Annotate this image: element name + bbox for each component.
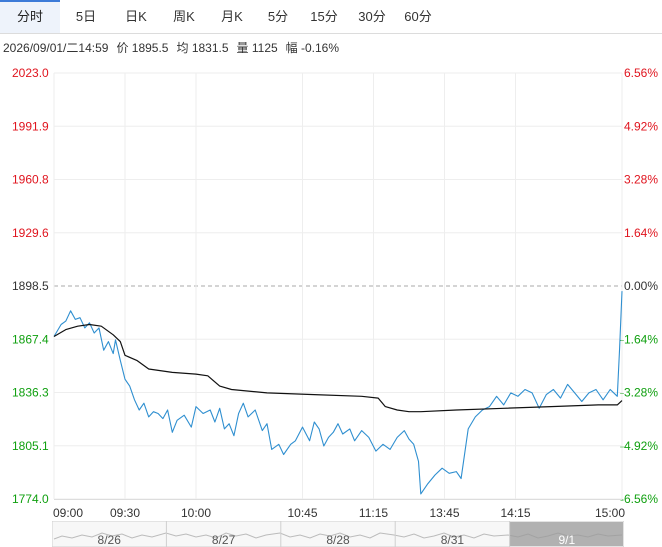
navigator-day-label: 8/27 (212, 533, 236, 547)
avg-price-value: 均 1831.5 (176, 41, 229, 55)
price-line (53, 291, 623, 495)
period-tabs: 分时 5日 日K 周K 月K 5分 15分 30分 60分 (0, 0, 662, 34)
tab-8[interactable]: 60分 (404, 9, 432, 24)
tab-5[interactable]: 5分 (267, 9, 289, 24)
navigator-day-label: 8/31 (441, 533, 465, 547)
pct-tick-label: -4.92% (620, 439, 658, 453)
x-tick-label: 09:30 (110, 506, 140, 520)
tab-3[interactable]: 周K (173, 9, 195, 24)
change-pct-value: 幅 -0.16% (285, 41, 340, 55)
x-tick-label: 14:15 (500, 506, 530, 520)
price-value: 价 1895.5 (116, 41, 169, 55)
date-range-navigator[interactable]: 8/26 8/27 8/28 8/31 9/1 (52, 521, 624, 547)
quote-info-bar: 2026/09/01/二14:59 价 1895.5 均 1831.5 量 1125 幅… (3, 39, 347, 56)
y-tick-label: 1805.1 (12, 439, 49, 453)
pct-tick-label: -3.28% (620, 386, 658, 400)
pct-tick-label: 3.28% (624, 173, 658, 187)
x-tick-label: 11:15 (359, 506, 388, 520)
x-tick-label: 13:45 (429, 506, 459, 520)
y-tick-label: 1836.3 (12, 386, 49, 400)
tab-7[interactable]: 30分 (358, 9, 386, 24)
navigator-selection[interactable] (509, 522, 623, 546)
y-tick-label: 1774.0 (12, 492, 49, 506)
navigator-day-label: 8/26 (98, 533, 122, 547)
tab-6[interactable]: 15分 (310, 9, 338, 24)
intraday-chart[interactable]: 2023.0 6.56% 1991.9 4.92% 1960.8 3.28% 1929.6 1… (0, 58, 662, 521)
x-tick-label: 10:00 (181, 506, 211, 520)
x-tick-label: 09:00 (53, 506, 83, 520)
y-tick-label: 1898.5 (12, 279, 49, 293)
navigator-day-label: 8/28 (326, 533, 350, 547)
pct-tick-label: 0.00% (624, 279, 658, 293)
y-tick-label: 1991.9 (12, 119, 49, 133)
datetime-value: 2026/09/01/二14:59 (3, 41, 109, 55)
tab-4[interactable]: 月K (221, 9, 243, 24)
y-tick-label: 2023.0 (12, 66, 49, 80)
pct-tick-label: -1.64% (620, 332, 658, 346)
tab-2[interactable]: 日K (125, 9, 147, 24)
tab-0[interactable]: 分时 (0, 0, 60, 33)
pct-tick-label: 4.92% (624, 119, 658, 133)
y-tick-label: 1929.6 (12, 226, 49, 240)
y-tick-label: 1960.8 (12, 173, 49, 187)
tab-1[interactable]: 5日 (75, 9, 97, 24)
pct-tick-label: 1.64% (624, 226, 658, 240)
x-tick-label: 15:00 (595, 506, 625, 520)
volume-value: 量 1125 (236, 41, 278, 55)
pct-tick-label: -6.56% (620, 492, 658, 506)
navigator-day-label: 9/1 (558, 533, 575, 547)
pct-tick-label: 6.56% (624, 66, 658, 80)
x-tick-label: 10:45 (287, 506, 317, 520)
avg-price-line (53, 323, 623, 413)
y-tick-label: 1867.4 (12, 332, 49, 346)
